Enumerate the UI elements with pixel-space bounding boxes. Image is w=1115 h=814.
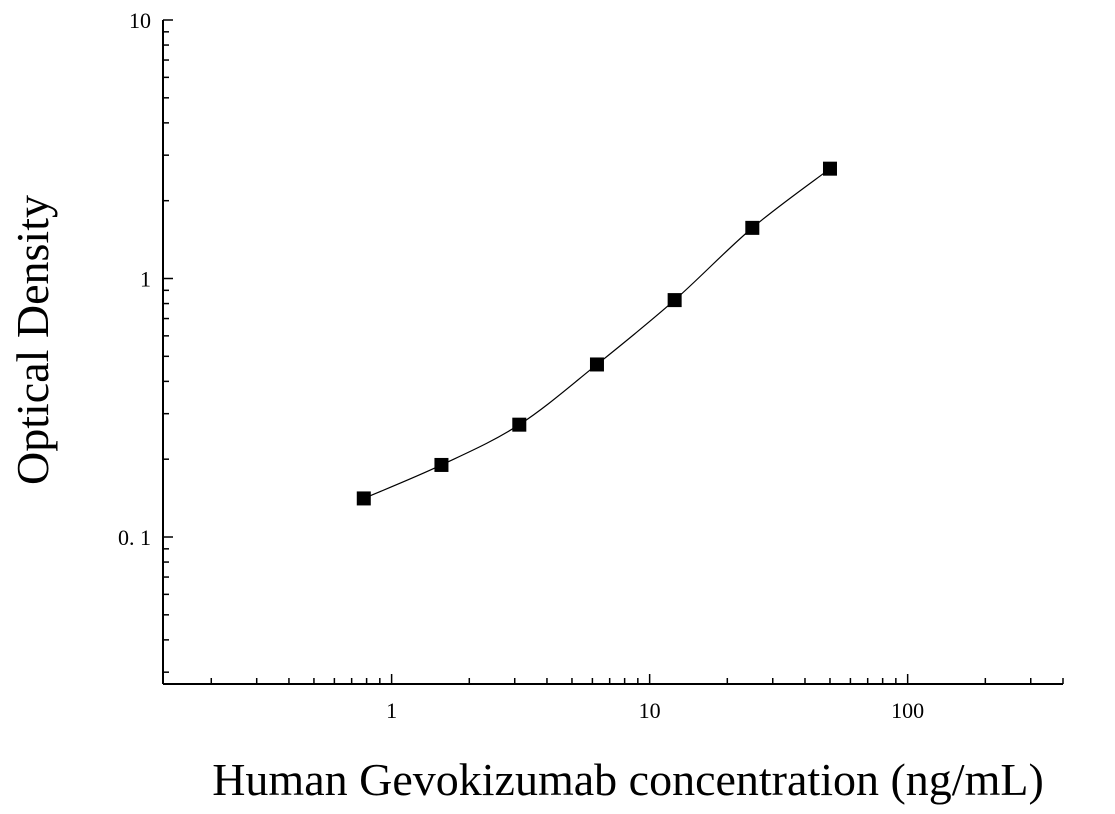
data-points xyxy=(356,161,837,506)
y-tick-label: 1 xyxy=(140,267,151,292)
data-point xyxy=(822,161,837,176)
data-point xyxy=(589,357,604,372)
x-tick-label: 100 xyxy=(891,698,924,723)
fit-curve xyxy=(363,168,831,499)
axes xyxy=(162,20,1063,685)
data-point xyxy=(434,457,449,472)
x-ticks: 1 10 100 xyxy=(210,674,1064,723)
y-axis-label: Optical Density xyxy=(7,195,58,485)
data-point xyxy=(356,491,371,506)
y-ticks: 0. 1 1 10 xyxy=(118,8,173,673)
data-point xyxy=(667,293,682,308)
y-tick-label: 0. 1 xyxy=(118,525,151,550)
data-point xyxy=(512,417,527,432)
data-point xyxy=(745,220,760,235)
x-tick-label: 10 xyxy=(639,698,661,723)
x-tick-label: 1 xyxy=(386,698,397,723)
y-tick-label: 10 xyxy=(129,8,151,33)
x-axis-label: Human Gevokizumab concentration (ng/mL) xyxy=(212,754,1044,805)
